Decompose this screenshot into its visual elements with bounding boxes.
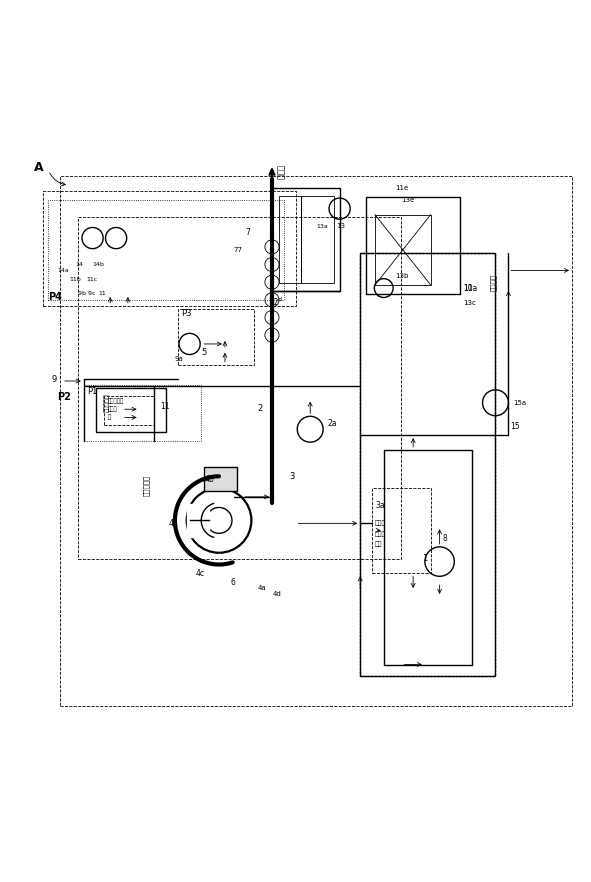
Bar — [96, 388, 166, 432]
Text: 11c: 11c — [87, 277, 98, 281]
Text: 4d: 4d — [273, 591, 282, 597]
Text: 13a: 13a — [316, 224, 328, 228]
Text: バインダー: バインダー — [142, 475, 149, 496]
Text: 水蒸気: 水蒸気 — [108, 407, 117, 412]
Text: 13b: 13b — [395, 273, 409, 280]
Text: 活性炭: 活性炭 — [375, 531, 386, 537]
Text: 6: 6 — [231, 578, 236, 587]
Text: 13c: 13c — [463, 300, 476, 306]
Polygon shape — [187, 505, 209, 536]
Bar — [48, 200, 284, 300]
Text: 余剰汚泥: 余剰汚泥 — [489, 273, 496, 291]
Bar — [272, 188, 340, 291]
Bar — [366, 197, 460, 294]
Text: 77: 77 — [233, 247, 242, 253]
Bar — [360, 253, 495, 676]
Text: 11: 11 — [99, 291, 106, 296]
Text: 木チップ槽: 木チップ槽 — [105, 393, 110, 412]
Text: P3: P3 — [181, 309, 191, 318]
Text: 消臭剤: 消臭剤 — [375, 520, 386, 527]
Bar — [43, 191, 296, 306]
Bar — [60, 176, 572, 706]
Text: 水: 水 — [108, 415, 111, 420]
Bar — [105, 396, 154, 424]
Text: 2: 2 — [257, 404, 262, 413]
Text: 脱臭: 脱臭 — [375, 542, 382, 547]
Text: 10: 10 — [463, 283, 473, 293]
Bar — [78, 218, 401, 558]
Text: 4b: 4b — [204, 475, 214, 483]
Text: A: A — [34, 161, 43, 174]
Text: 11a: 11a — [463, 283, 478, 293]
Bar — [279, 197, 301, 283]
Text: 14: 14 — [75, 262, 83, 267]
Text: 8: 8 — [443, 534, 447, 542]
Bar — [301, 197, 334, 283]
Text: d: d — [278, 297, 282, 303]
Text: P2: P2 — [57, 392, 71, 402]
Bar — [372, 488, 431, 573]
Text: 13e: 13e — [401, 197, 415, 203]
Text: 12: 12 — [269, 298, 278, 307]
Text: 13: 13 — [337, 223, 346, 229]
Bar — [178, 309, 254, 364]
Text: 5: 5 — [202, 348, 207, 357]
Text: 3a: 3a — [375, 501, 385, 510]
Text: 15: 15 — [510, 422, 520, 430]
Text: 4a: 4a — [257, 585, 266, 591]
Text: 9a: 9a — [175, 355, 184, 362]
Text: P1: P1 — [87, 386, 97, 395]
Text: 11: 11 — [160, 402, 170, 411]
Text: 2a: 2a — [328, 419, 337, 428]
Text: 4: 4 — [169, 519, 174, 527]
Bar — [84, 385, 202, 441]
Text: P4: P4 — [48, 292, 62, 302]
Text: 14a: 14a — [57, 268, 69, 273]
Text: 7: 7 — [245, 228, 251, 236]
Bar — [204, 467, 236, 491]
Text: 14b: 14b — [93, 262, 105, 267]
Text: 4c: 4c — [196, 569, 204, 578]
Bar — [360, 253, 495, 676]
Text: 木質チップ: 木質チップ — [108, 398, 124, 404]
Bar — [375, 214, 431, 285]
Text: 3: 3 — [290, 472, 295, 481]
Text: 9: 9 — [51, 375, 57, 384]
Text: 1: 1 — [422, 554, 427, 563]
Text: 15a: 15a — [513, 400, 526, 406]
Text: 11e: 11e — [395, 185, 409, 191]
Text: 繊維板: 繊維板 — [275, 165, 284, 180]
Text: 9b 9c: 9b 9c — [78, 291, 95, 296]
Text: 11b: 11b — [69, 277, 81, 281]
